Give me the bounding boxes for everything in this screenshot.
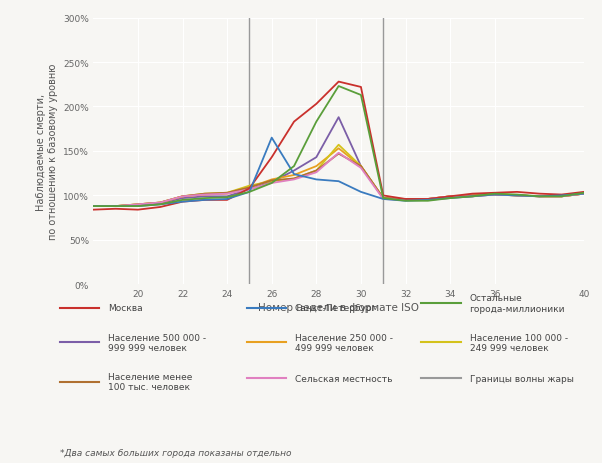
Y-axis label: Наблюдаемые смерти,
по отношению к базовому уровню: Наблюдаемые смерти, по отношению к базов… <box>36 63 58 240</box>
Text: *Два самых больших города показаны отдельно: *Два самых больших города показаны отдел… <box>60 448 292 457</box>
Text: Границы волны жары: Границы волны жары <box>470 374 574 383</box>
Text: Москва: Москва <box>108 303 143 313</box>
Text: Санкт-Петербург: Санкт-Петербург <box>295 303 377 313</box>
Text: Население 500 000 -
999 999 человек: Население 500 000 - 999 999 человек <box>108 333 206 352</box>
Text: Население 100 000 -
249 999 человек: Население 100 000 - 249 999 человек <box>470 333 568 352</box>
Text: Остальные
города-миллионики: Остальные города-миллионики <box>470 294 565 313</box>
Text: Население менее
100 тыс. человек: Население менее 100 тыс. человек <box>108 372 193 392</box>
Text: Сельская местность: Сельская местность <box>295 374 393 383</box>
X-axis label: Номер недели в формате ISO: Номер недели в формате ISO <box>258 302 419 312</box>
Text: Население 250 000 -
499 999 человек: Население 250 000 - 499 999 человек <box>295 333 393 352</box>
